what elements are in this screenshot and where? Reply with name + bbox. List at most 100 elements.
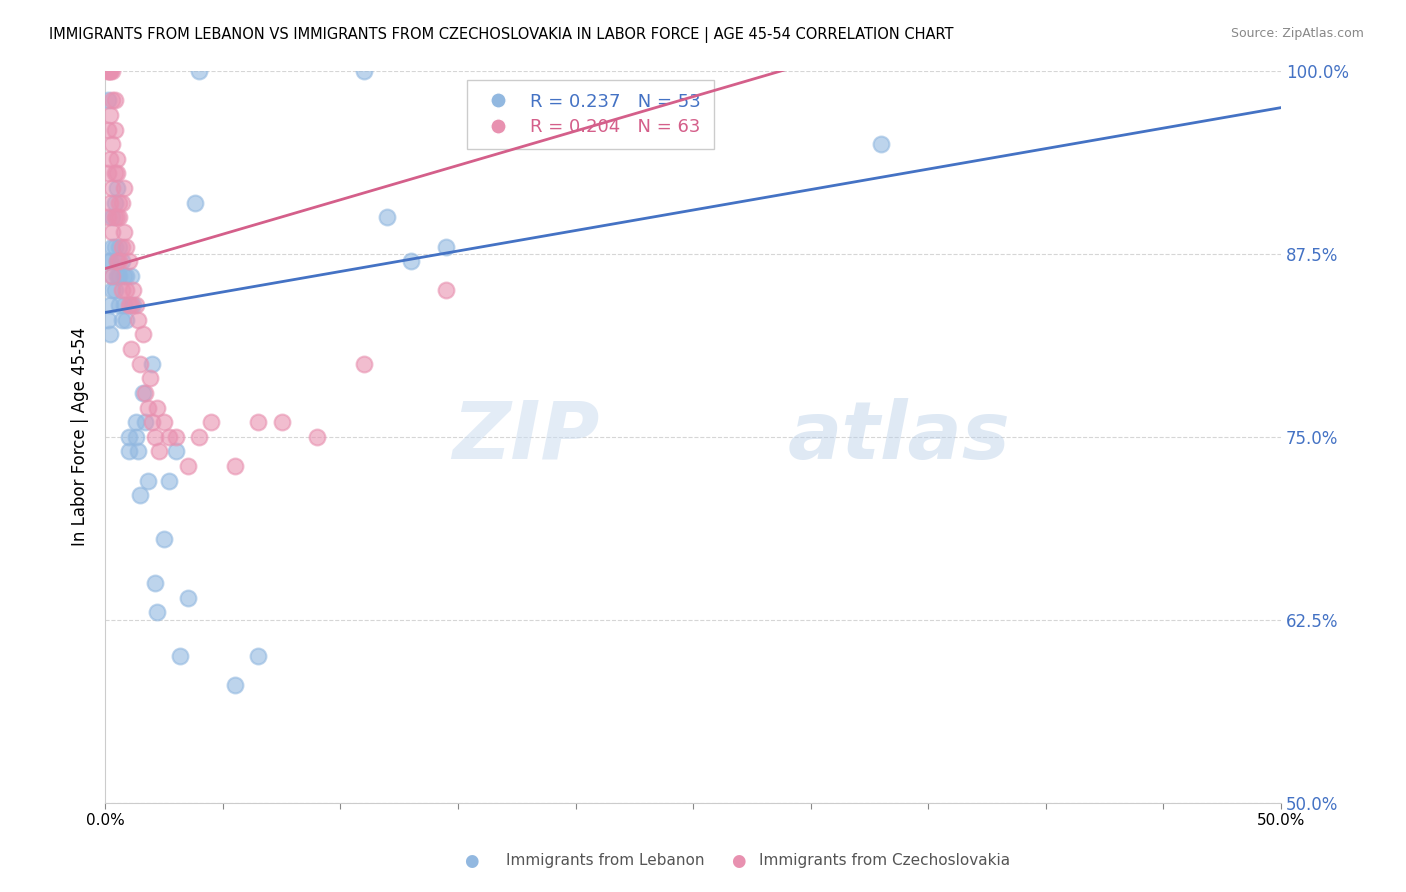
- Point: [97, 166, 120, 180]
- Point: [104, 239, 127, 253]
- Point: [129, 357, 152, 371]
- Point: [377, 211, 399, 225]
- Point: [108, 298, 131, 312]
- Point: [434, 284, 457, 298]
- Point: [101, 137, 124, 152]
- Point: [105, 268, 128, 283]
- Point: [118, 298, 141, 312]
- Point: [101, 284, 124, 298]
- Point: [247, 649, 270, 664]
- Point: [111, 284, 134, 298]
- Point: [97, 93, 120, 107]
- Point: [634, 122, 657, 136]
- Point: [108, 195, 131, 210]
- Point: [125, 415, 148, 429]
- Point: [224, 458, 246, 473]
- Point: [146, 605, 169, 619]
- Point: [104, 93, 127, 107]
- Point: [434, 239, 457, 253]
- Text: Immigrants from Lebanon: Immigrants from Lebanon: [506, 854, 704, 868]
- Point: [105, 254, 128, 268]
- Point: [120, 342, 142, 356]
- Point: [136, 474, 159, 488]
- Point: [101, 211, 124, 225]
- Point: [101, 64, 124, 78]
- Point: [141, 415, 163, 429]
- Point: [134, 415, 156, 429]
- Point: [97, 64, 120, 78]
- Point: [101, 93, 124, 107]
- Point: [97, 122, 120, 136]
- Point: [98, 64, 121, 78]
- Point: [111, 195, 134, 210]
- Point: [157, 474, 180, 488]
- Point: [105, 166, 128, 180]
- Point: [305, 430, 328, 444]
- Point: [101, 239, 124, 253]
- Point: [183, 195, 205, 210]
- Point: [129, 488, 152, 502]
- Point: [247, 415, 270, 429]
- Point: [118, 430, 141, 444]
- Point: [111, 254, 134, 268]
- Point: [125, 430, 148, 444]
- Point: [101, 268, 124, 283]
- Point: [98, 327, 121, 342]
- Point: [112, 298, 135, 312]
- Text: Source: ZipAtlas.com: Source: ZipAtlas.com: [1230, 27, 1364, 40]
- Point: [169, 649, 191, 664]
- Point: [108, 211, 131, 225]
- Point: [165, 430, 187, 444]
- Point: [120, 298, 142, 312]
- Point: [127, 312, 149, 326]
- Point: [136, 401, 159, 415]
- Point: [188, 430, 211, 444]
- Point: [97, 312, 120, 326]
- Point: [101, 268, 124, 283]
- Point: [353, 64, 375, 78]
- Text: ●: ●: [731, 852, 745, 870]
- Point: [153, 532, 176, 546]
- Text: atlas: atlas: [787, 398, 1010, 475]
- Point: [224, 678, 246, 692]
- Point: [143, 576, 166, 591]
- Legend: R = 0.237   N = 53, R = 0.204   N = 63: R = 0.237 N = 53, R = 0.204 N = 63: [467, 80, 714, 149]
- Point: [97, 254, 120, 268]
- Point: [127, 444, 149, 458]
- Point: [97, 64, 120, 78]
- Point: [108, 268, 131, 283]
- Point: [176, 458, 198, 473]
- Point: [399, 254, 422, 268]
- Point: [176, 591, 198, 605]
- Point: [134, 385, 156, 400]
- Point: [353, 357, 375, 371]
- Point: [104, 211, 127, 225]
- Point: [122, 284, 145, 298]
- Text: ZIP: ZIP: [451, 398, 599, 475]
- Point: [111, 239, 134, 253]
- Point: [105, 254, 128, 268]
- Point: [188, 64, 211, 78]
- Point: [98, 298, 121, 312]
- Point: [118, 444, 141, 458]
- Point: [157, 430, 180, 444]
- Point: [101, 181, 124, 195]
- Point: [146, 401, 169, 415]
- Point: [122, 298, 145, 312]
- Point: [105, 152, 128, 166]
- Text: ●: ●: [464, 852, 478, 870]
- Point: [98, 64, 121, 78]
- Point: [118, 254, 141, 268]
- Point: [148, 444, 170, 458]
- Point: [153, 415, 176, 429]
- Point: [112, 268, 135, 283]
- Point: [111, 312, 134, 326]
- Point: [104, 195, 127, 210]
- Point: [165, 444, 187, 458]
- Point: [108, 254, 131, 268]
- Point: [115, 312, 138, 326]
- Point: [101, 225, 124, 239]
- Point: [104, 284, 127, 298]
- Point: [112, 225, 135, 239]
- Point: [132, 385, 155, 400]
